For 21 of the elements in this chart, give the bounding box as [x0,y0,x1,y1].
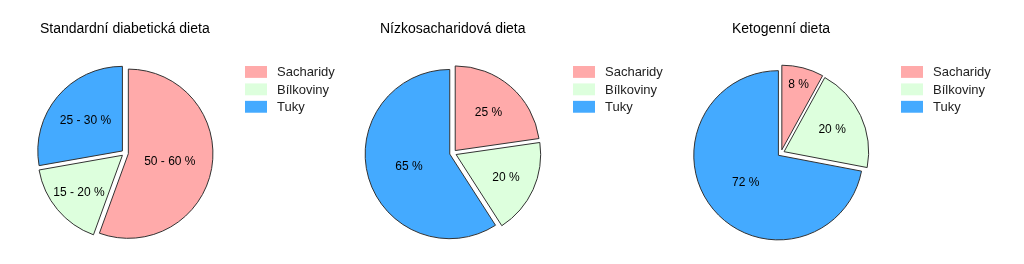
legend-label: Sacharidy [605,64,664,79]
legend-label: Sacharidy [933,64,992,79]
legend-label: Bílkoviny [933,82,986,97]
legend-label: Tuky [277,99,306,114]
legend-label: Sacharidy [277,64,336,79]
data-label: 20 % [492,170,520,185]
legend-label: Tuky [605,99,634,114]
legend-label: Bílkoviny [605,82,658,97]
data-label: 25 % [474,104,503,119]
data-label: 50 - 60 % [144,154,196,169]
data-label: 15 - 20 % [53,184,106,199]
chart-title: Ketogenní dieta [732,20,831,36]
data-label: 72 % [731,175,760,190]
data-label: 65 % [395,158,423,173]
data-label: 20 % [818,121,847,136]
legend-label: Tuky [933,99,962,114]
chart-title: Nízkosacharidová dieta [380,20,526,36]
chart-title: Standardní diabetická dieta [40,20,210,36]
legend-label: Bílkoviny [277,82,330,97]
data-label: 8 % [788,77,810,92]
data-label: 25 - 30 % [59,113,112,128]
